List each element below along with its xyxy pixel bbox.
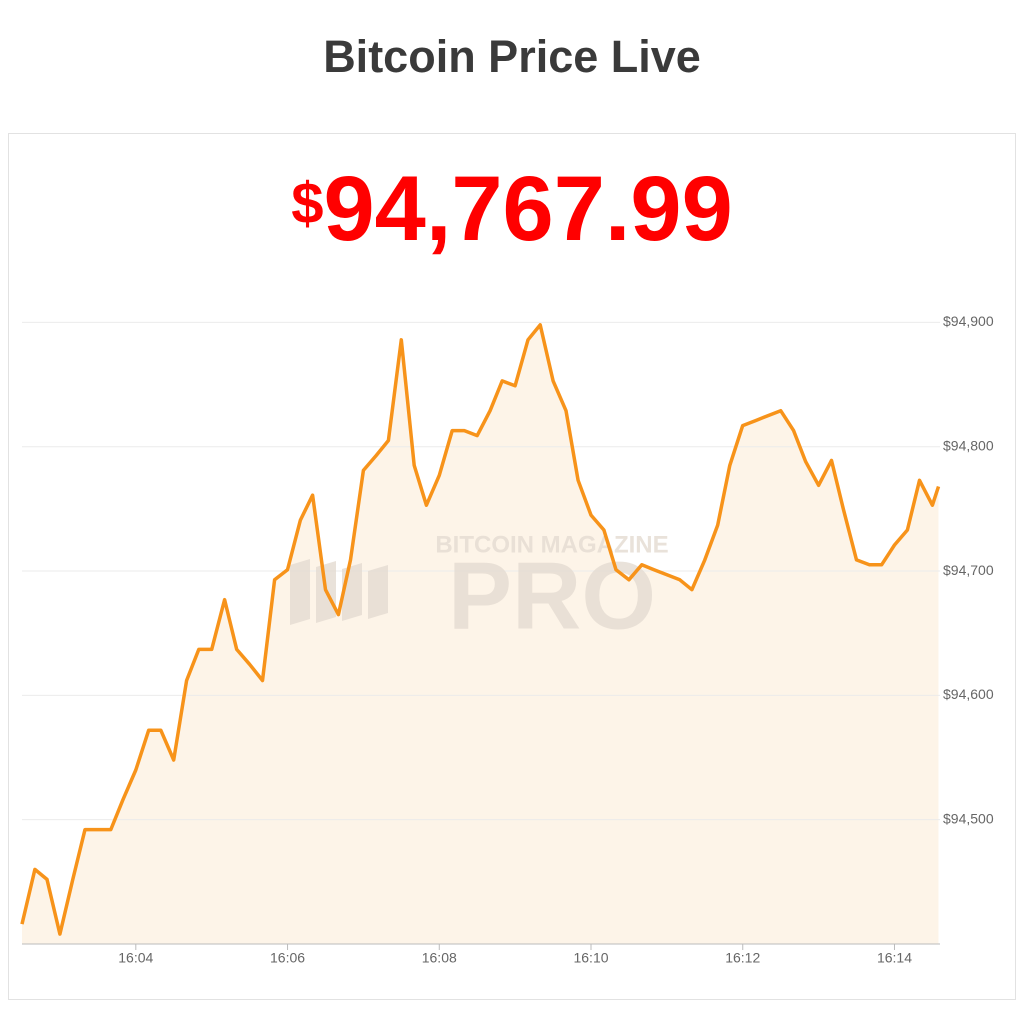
page-title: Bitcoin Price Live — [323, 31, 701, 82]
price-amount: 94,767.99 — [323, 158, 732, 260]
y-tick-label: $94,700 — [943, 562, 994, 578]
y-tick-label: $94,900 — [943, 313, 994, 329]
x-tick-label: 16:10 — [573, 950, 608, 966]
watermark-logo — [290, 559, 310, 625]
price-symbol: $ — [291, 171, 323, 236]
watermark-top: BITCOIN MAGAZINE — [435, 531, 668, 558]
price: $94,767.99 — [291, 158, 733, 260]
y-tick-label: $94,600 — [943, 686, 994, 702]
x-tick-label: 16:14 — [877, 950, 912, 966]
x-tick-label: 16:06 — [270, 950, 305, 966]
area-fill — [22, 324, 939, 944]
watermark-main: PRO — [448, 542, 656, 649]
x-tick-label: 16:12 — [725, 950, 760, 966]
y-tick-label: $94,500 — [943, 810, 994, 826]
watermark-logo — [368, 565, 388, 619]
x-tick-label: 16:08 — [422, 950, 457, 966]
x-tick-label: 16:04 — [118, 950, 153, 966]
price-line — [20, 323, 941, 936]
y-tick-label: $94,800 — [943, 437, 994, 453]
